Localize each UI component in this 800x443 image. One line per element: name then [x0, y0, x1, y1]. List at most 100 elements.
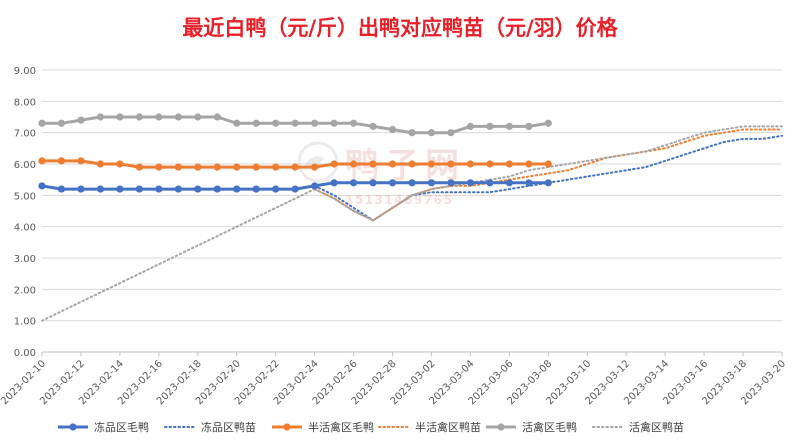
data-point: [174, 163, 182, 171]
data-point: [427, 179, 436, 187]
series: [38, 113, 783, 322]
data-point: [96, 185, 105, 193]
data-point: [466, 179, 475, 187]
data-point: [349, 119, 358, 127]
data-point: [330, 119, 338, 127]
data-point: [447, 179, 455, 187]
data-point: [272, 119, 280, 127]
y-tick-label: 6.00: [14, 160, 36, 171]
data-point: [427, 129, 436, 137]
data-point: [486, 160, 494, 168]
y-tick-label: 9.00: [14, 66, 36, 77]
legend-label: 半活禽区鸭苗: [415, 420, 481, 434]
y-tick-label: 8.00: [14, 97, 36, 108]
data-point: [330, 160, 338, 168]
data-point: [388, 160, 397, 168]
data-point: [408, 160, 416, 168]
data-point: [174, 185, 182, 193]
data-point: [77, 116, 85, 124]
data-point: [38, 157, 46, 165]
legend-label: 活禽区鸭苗: [629, 420, 684, 434]
data-point: [544, 160, 552, 168]
watermark-phone: 15131469765: [345, 193, 453, 207]
data-point: [174, 113, 182, 121]
data-point: [135, 163, 143, 171]
data-point: [272, 185, 280, 193]
data-point: [252, 163, 260, 171]
data-point: [194, 185, 202, 193]
y-tick-label: 7.00: [14, 129, 36, 140]
data-point: [369, 160, 377, 168]
data-point: [369, 122, 377, 130]
legend-label: 活禽区毛鸭: [522, 420, 577, 434]
legend-label: 冻品区毛鸭: [94, 420, 149, 434]
data-point: [38, 182, 46, 190]
data-point: [291, 163, 299, 171]
legend: 冻品区毛鸭 冻品区鸭苗 半活禽区毛鸭 半活禽区鸭苗 活禽区毛鸭 活禽区鸭苗: [58, 420, 684, 434]
y-tick-label: 1.00: [14, 317, 36, 328]
data-point: [213, 185, 221, 193]
data-point: [427, 160, 436, 168]
data-point: [466, 122, 475, 130]
data-point: [77, 157, 85, 165]
y-tick-label: 5.00: [14, 191, 36, 202]
legend-label: 半活禽区毛鸭: [308, 420, 374, 434]
data-point: [408, 179, 416, 187]
data-point: [57, 185, 66, 193]
data-point: [486, 122, 494, 130]
data-point: [96, 160, 105, 168]
data-point: [194, 163, 202, 171]
data-point: [466, 160, 475, 168]
data-point: [311, 119, 319, 127]
data-point: [213, 163, 221, 171]
y-tick-label: 2.00: [14, 285, 36, 296]
data-point: [194, 113, 202, 121]
data-point: [525, 160, 533, 168]
data-point: [291, 185, 299, 193]
data-point: [544, 119, 552, 127]
data-point: [213, 113, 221, 121]
data-point: [272, 163, 280, 171]
data-point: [408, 129, 416, 137]
data-point: [38, 119, 46, 127]
data-point: [77, 185, 85, 193]
data-point: [291, 119, 299, 127]
data-point: [155, 185, 163, 193]
watermark-brand: 鸭子网: [345, 146, 465, 186]
data-point: [116, 113, 124, 121]
legend-marker: [69, 423, 77, 431]
data-point: [369, 179, 377, 187]
data-point: [155, 113, 163, 121]
data-point: [96, 113, 105, 121]
data-point: [135, 113, 143, 121]
data-point: [57, 119, 66, 127]
data-point: [155, 163, 163, 171]
data-point: [447, 129, 455, 137]
watermark: 鸭子网 15131469765: [297, 141, 465, 207]
series-line: [41, 125, 783, 322]
data-point: [57, 157, 66, 165]
data-point: [233, 119, 241, 127]
y-tick-label: 3.00: [14, 254, 36, 265]
data-point: [311, 182, 319, 190]
data-point: [349, 160, 358, 168]
data-point: [505, 160, 513, 168]
data-point: [388, 125, 397, 134]
data-point: [349, 179, 358, 187]
y-tick-label: 4.00: [14, 223, 36, 234]
data-point: [505, 179, 513, 187]
data-point: [116, 185, 124, 193]
y-tick-label: 0.00: [14, 348, 36, 359]
data-point: [525, 179, 533, 187]
data-point: [486, 179, 494, 187]
data-point: [252, 185, 260, 193]
data-point: [233, 185, 241, 193]
data-point: [505, 122, 513, 130]
data-point: [525, 122, 533, 130]
data-point: [330, 179, 338, 187]
data-point: [311, 163, 319, 171]
data-point: [388, 179, 397, 187]
data-point: [233, 163, 241, 171]
data-point: [135, 185, 143, 193]
